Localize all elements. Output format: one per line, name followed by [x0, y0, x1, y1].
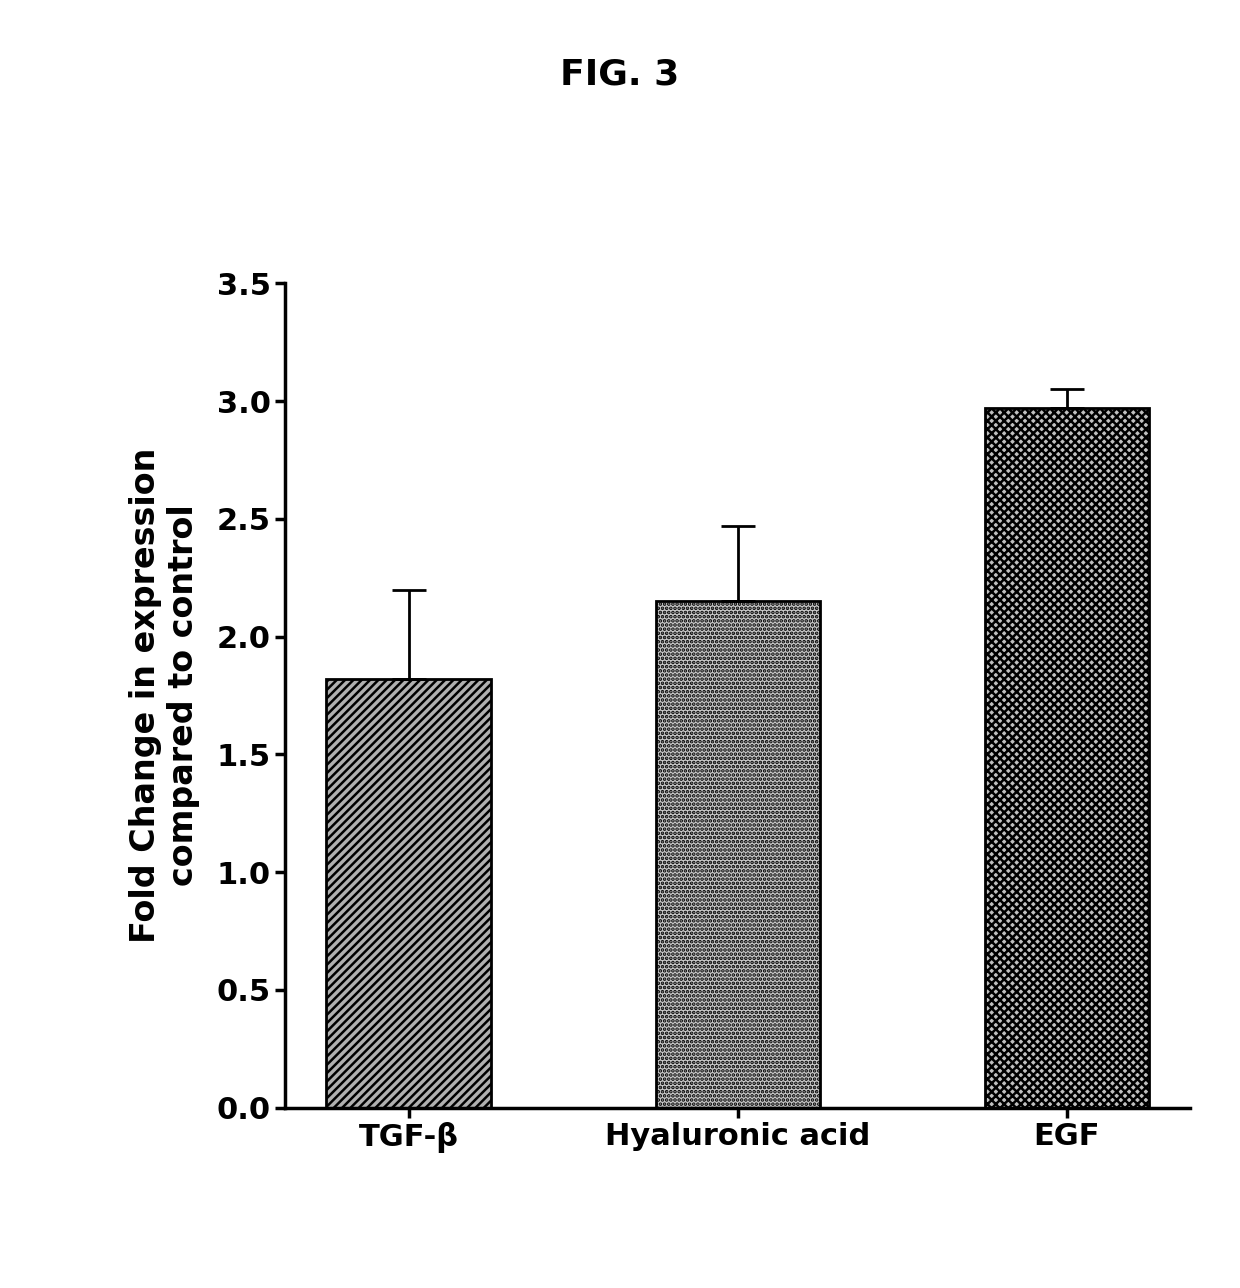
Text: FIG. 3: FIG. 3: [560, 58, 680, 91]
Y-axis label: Fold Change in expression
compared to control: Fold Change in expression compared to co…: [129, 448, 200, 943]
Bar: [656, 601, 820, 1108]
Bar: [326, 679, 491, 1108]
Bar: [985, 408, 1149, 1108]
